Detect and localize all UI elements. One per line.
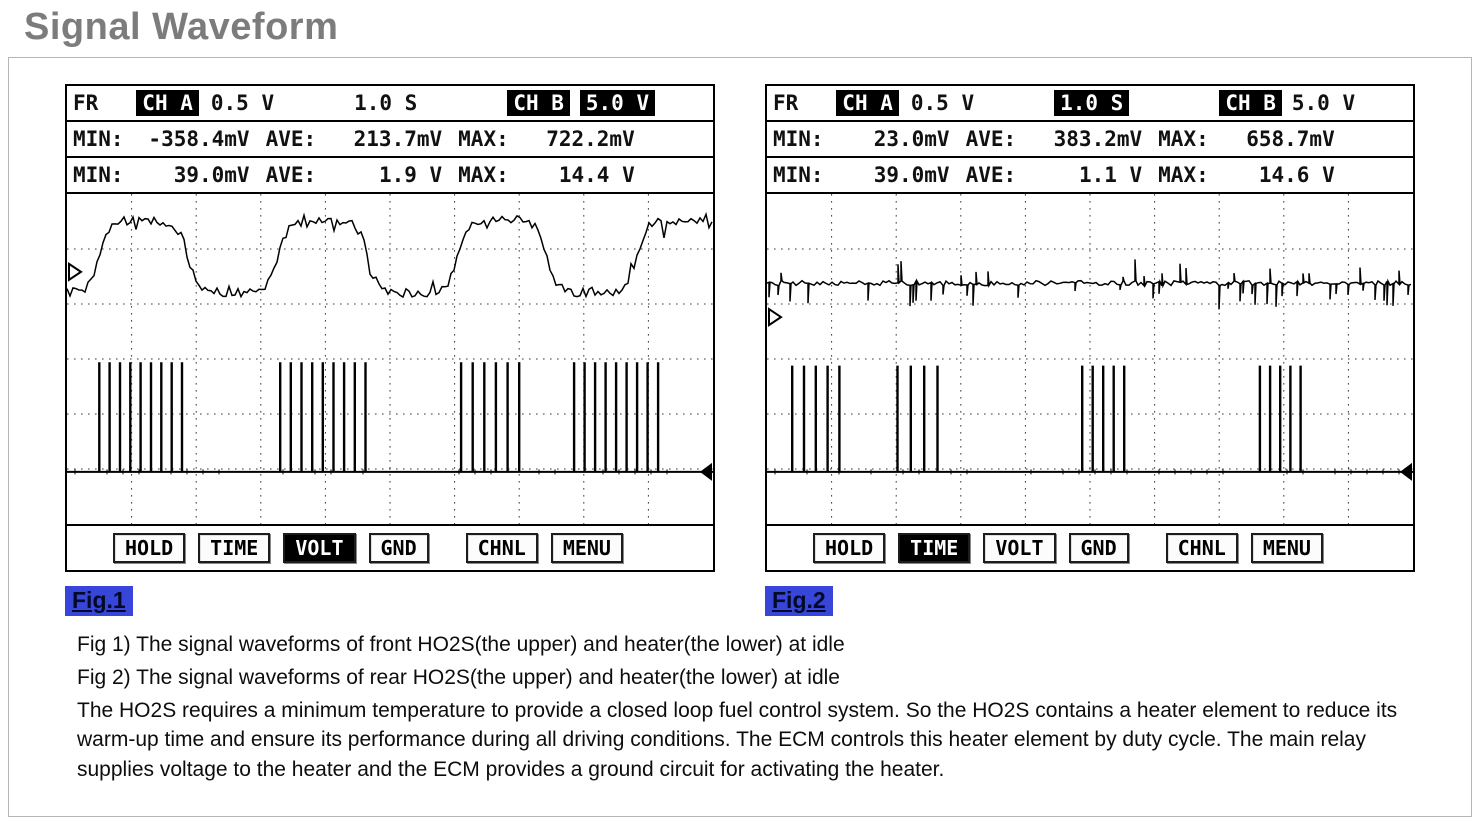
stat-label-min: MIN: (73, 127, 124, 151)
stat-value-ave: 383.2mV (1053, 127, 1143, 151)
scope-screen: FR CH A 0.5 V 1.0 S CH B 5.0 V MIN: 23.0mV AVE:… (765, 84, 1415, 572)
caption-fig1: Fig 1) The signal waveforms of front HO2… (77, 633, 845, 656)
scope-button-chnl[interactable]: CHNL (1165, 533, 1238, 563)
trigger-marker (1400, 462, 1412, 481)
channel-ground-marker (68, 262, 83, 282)
scope-button-gnd[interactable]: GND (368, 533, 429, 563)
waveform-plot (67, 194, 713, 526)
scope-softkeys: HOLD TIME VOLT GND CHNL MENU (67, 526, 713, 570)
stat-value-max: 658.7mV (1246, 127, 1335, 151)
scope-header-1.0-s: 1.0 S (354, 91, 418, 115)
content-panel: FR CH A 0.5 V 1.0 S CH B 5.0 V MIN: -358.4mV AV… (8, 57, 1472, 817)
scope-measurements: MIN: 23.0mV AVE: 383.2mV MAX: 658.7mV MIN: 39.0… (767, 122, 1413, 194)
heater-duty-pulses (791, 365, 1302, 472)
scope-header-ch-a: CH A (136, 90, 199, 116)
ho2s-signal-trace (67, 211, 713, 299)
scope-header-ch-b: CH B (1219, 90, 1282, 116)
stat-label-max: MAX: (1158, 163, 1209, 187)
stat-label-min: MIN: (73, 163, 124, 187)
fig1-link[interactable]: Fig.1 (65, 586, 133, 616)
scope-header-ch-a: CH A (836, 90, 899, 116)
heater-duty-pulses (98, 362, 660, 472)
waveform-canvas (767, 194, 1413, 524)
scope-header-0.5-v: 0.5 V (910, 91, 975, 115)
scope-button-hold[interactable]: HOLD (113, 533, 186, 563)
stat-value-ave: 1.9 V (378, 163, 443, 187)
scope-header-5.0-v: 5.0 V (1291, 91, 1356, 115)
caption-fig2: Fig 2) The signal waveforms of rear HO2S… (77, 665, 840, 689)
stat-label-ave: AVE: (965, 163, 1017, 187)
scope-measurements: MIN: -358.4mV AVE: 213.7mV MAX: 722.2mV MIN: 39… (67, 122, 713, 194)
stat-label-max: MAX: (1158, 127, 1209, 151)
scope-button-menu[interactable]: MENU (550, 533, 623, 563)
stat-value-min: 39.0mV (873, 163, 950, 187)
stat-label-ave: AVE: (265, 163, 317, 187)
scope-header-5.0-v: 5.0 V (579, 90, 656, 116)
scope-button-gnd[interactable]: GND (1068, 533, 1129, 563)
scope-stats-row-1: MIN: -358.4mV AVE: 213.7mV MAX: 722.2mV (67, 122, 713, 158)
stat-value-max: 14.4 V (558, 163, 635, 187)
stat-value-ave: 213.7mV (353, 127, 443, 151)
scope-stats-row-1: MIN: 23.0mV AVE: 383.2mV MAX: 658.7mV (767, 122, 1413, 158)
scope-button-menu[interactable]: MENU (1250, 533, 1323, 563)
scope-stats-row-2: MIN: 39.0mV AVE: 1.9 V MAX: 14.4 V (67, 158, 713, 194)
scope-header-fr: FR (73, 91, 99, 115)
scope-softkeys: HOLD TIME VOLT GND CHNL MENU (767, 526, 1413, 570)
stat-value-min: -358.4mV (148, 127, 250, 151)
captions: Fig 1) The signal waveforms of front HO2… (77, 630, 1421, 785)
stat-label-min: MIN: (773, 127, 824, 151)
stat-label-max: MAX: (458, 163, 509, 187)
stat-value-ave: 1.1 V (1078, 163, 1143, 187)
scope-screen: FR CH A 0.5 V 1.0 S CH B 5.0 V MIN: -358.4mV AV… (65, 84, 715, 572)
oscilloscope-figure-1: FR CH A 0.5 V 1.0 S CH B 5.0 V MIN: -358.4mV AV… (65, 84, 715, 616)
scope-header-ch-b: CH B (507, 90, 570, 116)
fig2-link[interactable]: Fig.2 (765, 586, 833, 616)
stat-value-max: 14.6 V (1258, 163, 1335, 187)
scope-button-hold[interactable]: HOLD (813, 533, 886, 563)
scope-stats-row-2: MIN: 39.0mV AVE: 1.1 V MAX: 14.6 V (767, 158, 1413, 194)
scope-button-time[interactable]: TIME (898, 533, 971, 563)
stat-value-max: 722.2mV (546, 127, 635, 151)
stat-label-min: MIN: (773, 163, 824, 187)
waveform-plot (767, 194, 1413, 526)
waveform-canvas (67, 194, 713, 524)
scope-header-fr: FR (773, 91, 799, 115)
stat-label-ave: AVE: (265, 127, 317, 151)
trigger-marker (700, 462, 712, 481)
scope-button-chnl[interactable]: CHNL (465, 533, 538, 563)
scope-button-volt[interactable]: VOLT (283, 533, 356, 563)
stat-label-ave: AVE: (965, 127, 1017, 151)
page-title: Signal Waveform (24, 6, 339, 48)
ho2s-signal-trace (767, 259, 1412, 310)
grid-dotted (67, 194, 713, 524)
channel-ground-marker (768, 307, 783, 327)
caption-body: The HO2S requires a minimum temperature … (77, 698, 1398, 782)
figures-row: FR CH A 0.5 V 1.0 S CH B 5.0 V MIN: -358.4mV AV… (65, 84, 1421, 616)
stat-label-max: MAX: (458, 127, 509, 151)
scope-header-1.0-s: 1.0 S (1054, 90, 1130, 116)
scope-status-bar: FR CH A 0.5 V 1.0 S CH B 5.0 V (767, 86, 1413, 122)
scope-button-volt[interactable]: VOLT (983, 533, 1056, 563)
grid-dotted (767, 194, 1413, 524)
scope-button-time[interactable]: TIME (198, 533, 271, 563)
oscilloscope-figure-2: FR CH A 0.5 V 1.0 S CH B 5.0 V MIN: 23.0mV AVE:… (765, 84, 1415, 616)
stat-value-min: 39.0mV (173, 163, 250, 187)
scope-header-0.5-v: 0.5 V (210, 91, 275, 115)
stat-value-min: 23.0mV (873, 127, 950, 151)
scope-status-bar: FR CH A 0.5 V 1.0 S CH B 5.0 V (67, 86, 713, 122)
